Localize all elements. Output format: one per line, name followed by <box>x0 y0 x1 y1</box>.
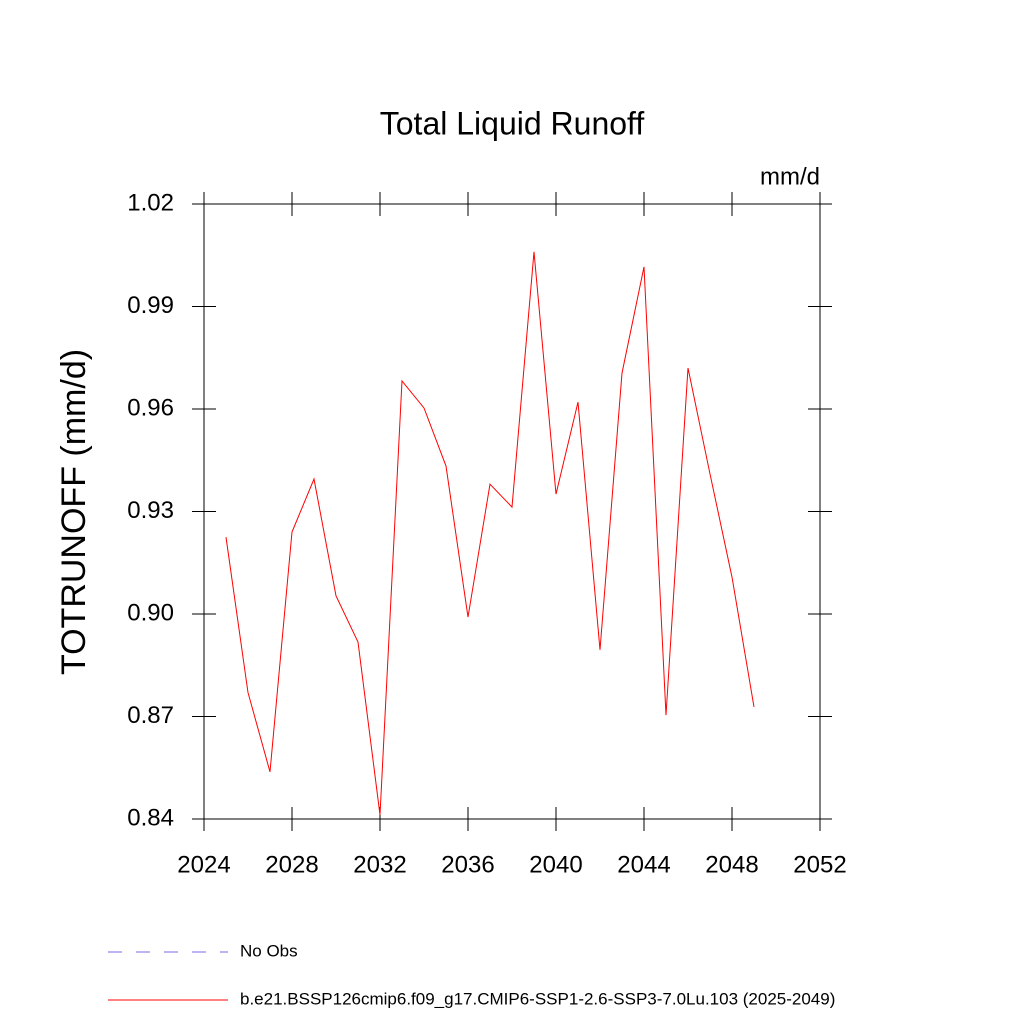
legend-label: No Obs <box>240 941 298 960</box>
y-tick-label: 1.02 <box>127 189 174 216</box>
legend-label: b.e21.BSSP126cmip6.f09_g17.CMIP6-SSP1-2.… <box>240 989 835 1008</box>
x-tick-label: 2036 <box>441 851 494 878</box>
y-tick-label: 0.84 <box>127 804 174 831</box>
y-tick-label: 0.90 <box>127 599 174 626</box>
x-tick-label: 2052 <box>793 851 846 878</box>
chart-title: Total Liquid Runoff <box>380 105 645 141</box>
x-tick-label: 2040 <box>529 851 582 878</box>
y-tick-label: 0.93 <box>127 497 174 524</box>
y-axis-label: TOTRUNOFF (mm/d) <box>55 349 93 675</box>
units-label: mm/d <box>760 163 820 190</box>
x-tick-label: 2028 <box>265 851 318 878</box>
data-line <box>225 251 755 815</box>
x-tick-label: 2024 <box>177 851 230 878</box>
x-tick-label: 2032 <box>353 851 406 878</box>
x-tick-label: 2048 <box>705 851 758 878</box>
y-tick-label: 0.96 <box>127 394 174 421</box>
y-tick-label: 0.87 <box>127 702 174 729</box>
y-tick-label: 0.99 <box>127 292 174 319</box>
x-tick-label: 2044 <box>617 851 670 878</box>
